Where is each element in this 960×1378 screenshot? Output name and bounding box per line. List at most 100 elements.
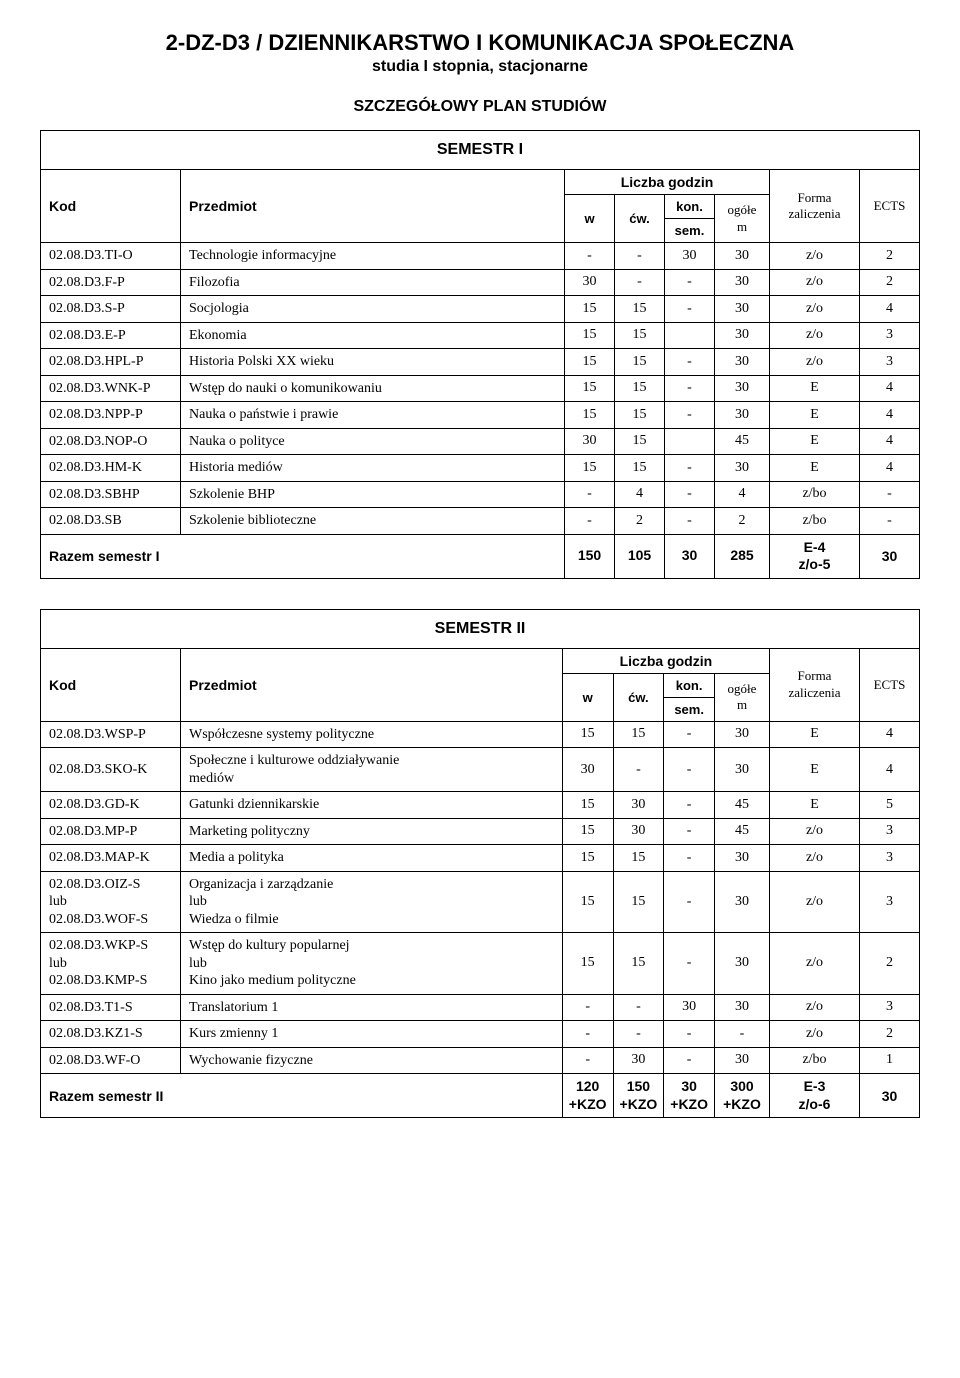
cell-forma: z/bo xyxy=(770,481,860,508)
table-row: 02.08.D3.WF-OWychowanie fizyczne-30-30z/… xyxy=(41,1047,920,1074)
cell-kon: - xyxy=(664,818,715,845)
cell-forma: E xyxy=(770,375,860,402)
cell-ects: 3 xyxy=(860,818,920,845)
cell-og: 30 xyxy=(715,402,770,429)
cell-cw: 30 xyxy=(613,1047,664,1074)
cell-ects: 4 xyxy=(860,402,920,429)
cell-ects: 4 xyxy=(860,375,920,402)
cell-forma: z/o xyxy=(770,994,860,1021)
cell-ects: 3 xyxy=(860,994,920,1021)
cell-og: 30 xyxy=(715,845,770,872)
table-row: 02.08.D3.SBSzkolenie biblioteczne-2-2z/b… xyxy=(41,508,920,535)
table-row: 02.08.D3.WNK-PWstęp do nauki o komunikow… xyxy=(41,375,920,402)
cell-kon: - xyxy=(665,349,715,376)
cell-przedmiot: Gatunki dziennikarskie xyxy=(181,792,563,819)
cell-cw: - xyxy=(615,269,665,296)
cell-og: - xyxy=(715,1021,770,1048)
table-row: 02.08.D3.HM-KHistoria mediów1515-30E4 xyxy=(41,455,920,482)
cell-og: 2 xyxy=(715,508,770,535)
cell-kon: - xyxy=(664,748,715,792)
cell-przedmiot: Technologie informacyjne xyxy=(181,243,565,270)
semester-1-table: SEMESTR I Kod Przedmiot Liczba godzin Fo… xyxy=(40,130,920,579)
sum-og: 285 xyxy=(715,534,770,578)
cell-kod: 02.08.D3.OIZ-S lub 02.08.D3.WOF-S xyxy=(41,871,181,933)
cell-cw: - xyxy=(613,994,664,1021)
cell-og: 30 xyxy=(715,269,770,296)
cell-przedmiot: Historia mediów xyxy=(181,455,565,482)
cell-kon: - xyxy=(665,375,715,402)
cell-cw: 15 xyxy=(615,402,665,429)
table-row: 02.08.D3.MAP-KMedia a polityka1515-30z/o… xyxy=(41,845,920,872)
table-row: 02.08.D3.NOP-ONauka o polityce301545E4 xyxy=(41,428,920,455)
cell-forma: E xyxy=(770,428,860,455)
cell-ects: 2 xyxy=(860,1021,920,1048)
cell-w: 15 xyxy=(565,375,615,402)
col-header-przedmiot: Przedmiot xyxy=(181,170,565,243)
cell-ects: 4 xyxy=(860,296,920,323)
table-row: 02.08.D3.S-PSocjologia1515-30z/o4 xyxy=(41,296,920,323)
sum-label: Razem semestr I xyxy=(41,534,565,578)
cell-forma: E xyxy=(770,402,860,429)
cell-ects: - xyxy=(860,508,920,535)
cell-og: 30 xyxy=(715,296,770,323)
table-row: 02.08.D3.NPP-PNauka o państwie i prawie1… xyxy=(41,402,920,429)
cell-przedmiot: Ekonomia xyxy=(181,322,565,349)
cell-w: - xyxy=(562,1047,613,1074)
cell-forma: z/o xyxy=(770,296,860,323)
cell-w: 30 xyxy=(565,269,615,296)
cell-kon: - xyxy=(664,871,715,933)
cell-przedmiot: Translatorium 1 xyxy=(181,994,563,1021)
cell-forma: z/o xyxy=(770,818,860,845)
sum-kon: 30 xyxy=(665,534,715,578)
cell-kod: 02.08.D3.GD-K xyxy=(41,792,181,819)
table-row: 02.08.D3.SKO-KSpołeczne i kulturowe oddz… xyxy=(41,748,920,792)
cell-ects: 4 xyxy=(860,428,920,455)
cell-kon: - xyxy=(664,721,715,748)
cell-kon: - xyxy=(665,481,715,508)
table-row: 02.08.D3.E-PEkonomia151530z/o3 xyxy=(41,322,920,349)
col-header-kon: kon. xyxy=(665,195,715,219)
col-header-przedmiot: Przedmiot xyxy=(181,648,563,721)
col-header-forma: Forma zaliczenia xyxy=(770,170,860,243)
cell-przedmiot: Historia Polski XX wieku xyxy=(181,349,565,376)
cell-w: - xyxy=(562,1021,613,1048)
cell-ects: 3 xyxy=(860,349,920,376)
cell-przedmiot: Organizacja i zarządzanie lub Wiedza o f… xyxy=(181,871,563,933)
plan-title: SZCZEGÓŁOWY PLAN STUDIÓW xyxy=(40,98,920,116)
sum-ects: 30 xyxy=(860,534,920,578)
cell-og: 30 xyxy=(715,243,770,270)
cell-forma: z/o xyxy=(770,1021,860,1048)
cell-og: 45 xyxy=(715,792,770,819)
cell-w: 15 xyxy=(562,792,613,819)
cell-og: 30 xyxy=(715,375,770,402)
cell-kod: 02.08.D3.SBHP xyxy=(41,481,181,508)
cell-cw: 15 xyxy=(613,721,664,748)
cell-og: 45 xyxy=(715,428,770,455)
cell-forma: z/o xyxy=(770,243,860,270)
cell-w: 15 xyxy=(565,349,615,376)
col-header-ogolem: ogółe m xyxy=(715,195,770,243)
sum-cw: 150 +KZO xyxy=(613,1074,664,1118)
cell-cw: 30 xyxy=(613,792,664,819)
cell-w: 15 xyxy=(565,296,615,323)
cell-kod: 02.08.D3.S-P xyxy=(41,296,181,323)
cell-kon xyxy=(665,428,715,455)
semester-2-sum-row: Razem semestr II 120 +KZO 150 +KZO 30 +K… xyxy=(41,1074,920,1118)
cell-og: 30 xyxy=(715,933,770,995)
cell-cw: - xyxy=(613,748,664,792)
cell-og: 30 xyxy=(715,1047,770,1074)
cell-forma: E xyxy=(770,748,860,792)
sum-kon: 30 +KZO xyxy=(664,1074,715,1118)
cell-forma: z/bo xyxy=(770,508,860,535)
col-header-ects: ECTS xyxy=(860,170,920,243)
col-header-liczba-godzin: Liczba godzin xyxy=(565,170,770,195)
cell-kod: 02.08.D3.F-P xyxy=(41,269,181,296)
semester-2-table: SEMESTR II Kod Przedmiot Liczba godzin F… xyxy=(40,609,920,1119)
cell-kod: 02.08.D3.NOP-O xyxy=(41,428,181,455)
cell-cw: 15 xyxy=(613,871,664,933)
cell-kod: 02.08.D3.MAP-K xyxy=(41,845,181,872)
cell-kod: 02.08.D3.SB xyxy=(41,508,181,535)
cell-kon: - xyxy=(665,508,715,535)
table-row: 02.08.D3.WSP-PWspółczesne systemy polity… xyxy=(41,721,920,748)
table-row: 02.08.D3.WKP-S lub 02.08.D3.KMP-SWstęp d… xyxy=(41,933,920,995)
